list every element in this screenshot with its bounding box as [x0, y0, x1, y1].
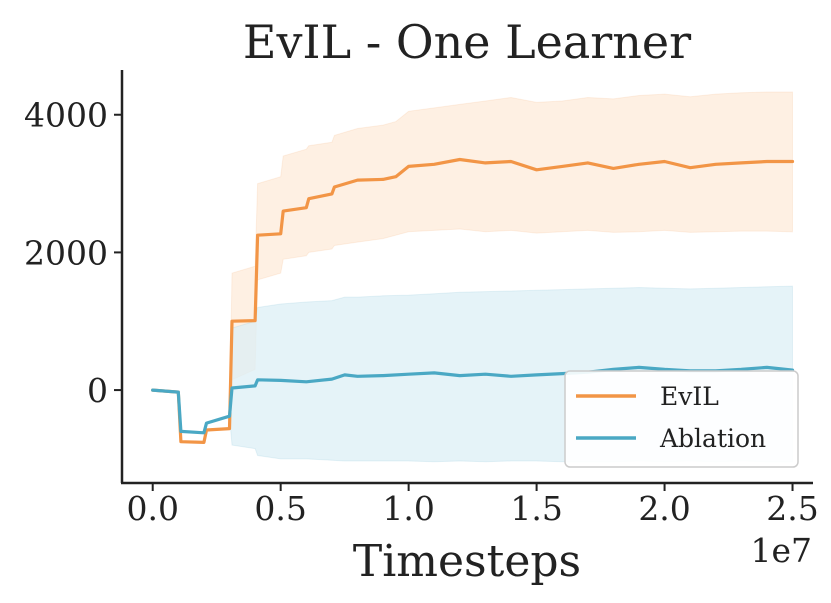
legend-label-evil: EvIL: [660, 382, 719, 411]
x-axis-offset: 1e7: [750, 531, 812, 570]
y-tick-label: 2000: [24, 233, 108, 272]
chart-title: EvIL - One Learner: [243, 15, 691, 69]
x-tick-label: 0.5: [254, 489, 306, 528]
legend: EvIL Ablation: [564, 370, 799, 468]
x-ticks: 0.0 0.5 1.0 1.5 2.0 2.5: [126, 483, 819, 528]
x-tick-label: 2.5: [766, 489, 818, 528]
legend-label-ablation: Ablation: [659, 424, 766, 453]
x-axis-label: Timesteps: [353, 536, 581, 587]
line-evil: [151, 157, 795, 444]
x-tick-label: 0.0: [126, 489, 178, 528]
x-tick-label: 1.0: [382, 489, 434, 528]
x-tick-label: 1.5: [510, 489, 562, 528]
series-lines: [151, 157, 795, 444]
y-tick-label: 4000: [24, 96, 108, 135]
y-ticks: 0 2000 4000: [24, 96, 122, 410]
y-tick-label: 0: [87, 371, 108, 410]
line-ablation: [151, 365, 795, 435]
x-tick-label: 2.0: [638, 489, 690, 528]
